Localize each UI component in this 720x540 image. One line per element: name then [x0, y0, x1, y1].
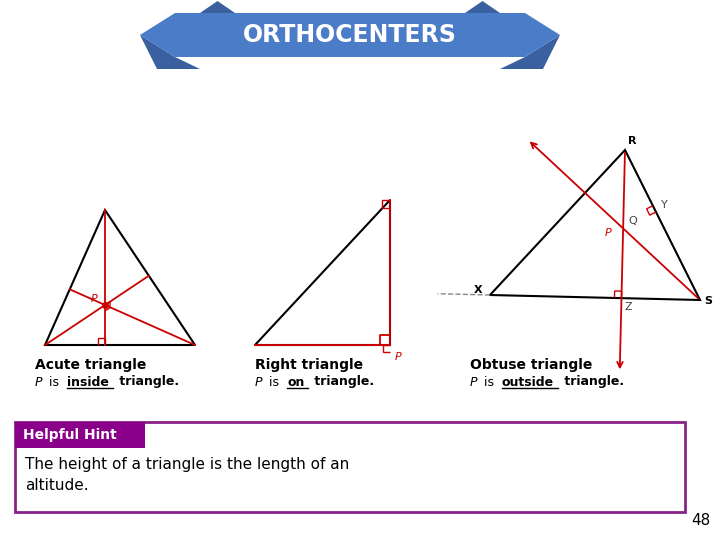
Text: P: P [255, 375, 263, 388]
Polygon shape [465, 1, 500, 13]
Text: triangle.: triangle. [115, 375, 179, 388]
FancyBboxPatch shape [15, 422, 145, 448]
Text: Z: Z [624, 302, 632, 312]
Polygon shape [525, 13, 560, 57]
Text: inside: inside [67, 375, 109, 388]
Text: Helpful Hint: Helpful Hint [23, 428, 117, 442]
Text: Y: Y [661, 200, 667, 210]
Text: P: P [470, 375, 477, 388]
Text: 48: 48 [690, 513, 710, 528]
Text: is: is [265, 375, 283, 388]
Text: X: X [474, 285, 482, 295]
Text: P: P [91, 294, 98, 304]
FancyBboxPatch shape [15, 422, 685, 512]
Text: Q: Q [628, 217, 637, 226]
Text: Acute triangle: Acute triangle [35, 358, 146, 372]
Text: The height of a triangle is the length of an
altitude.: The height of a triangle is the length o… [25, 457, 349, 493]
Text: P: P [35, 375, 42, 388]
Text: triangle.: triangle. [560, 375, 624, 388]
Text: outside: outside [502, 375, 554, 388]
Polygon shape [140, 35, 200, 69]
Polygon shape [200, 1, 235, 13]
Text: S: S [704, 296, 712, 306]
Text: R: R [628, 136, 636, 146]
Text: is: is [480, 375, 498, 388]
Text: Right triangle: Right triangle [255, 358, 363, 372]
Text: P: P [605, 228, 612, 239]
Text: ORTHOCENTERS: ORTHOCENTERS [243, 23, 457, 47]
Text: is: is [45, 375, 63, 388]
Polygon shape [175, 13, 525, 57]
Text: P: P [395, 352, 402, 362]
Text: triangle.: triangle. [310, 375, 374, 388]
Text: on: on [287, 375, 305, 388]
Text: Obtuse triangle: Obtuse triangle [470, 358, 593, 372]
Polygon shape [500, 35, 560, 69]
Polygon shape [140, 13, 175, 57]
